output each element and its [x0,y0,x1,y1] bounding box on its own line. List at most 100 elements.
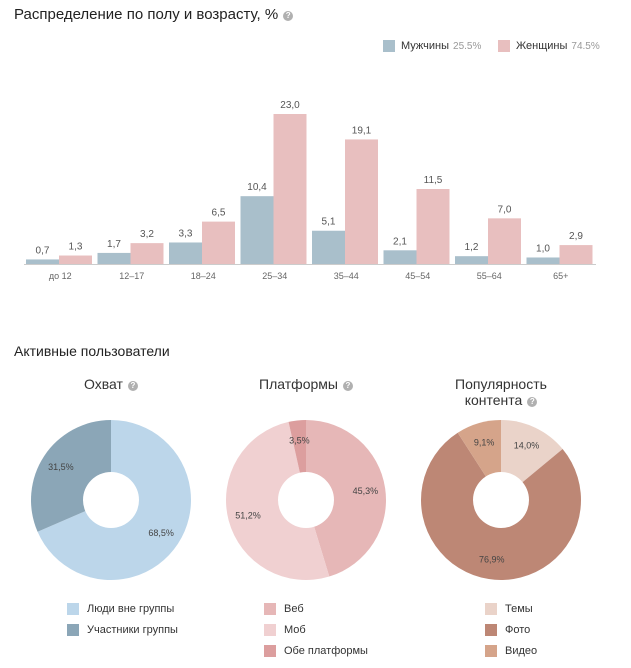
content-legend: Темы Фото Видео [485,603,537,657]
x-tick-label: 25–34 [262,271,287,281]
x-tick-label: 35–44 [334,271,359,281]
bar-men [526,257,560,264]
question-circle-icon[interactable]: ? [127,381,138,391]
x-tick-label: 65+ [553,271,568,281]
bar-value-label: 3,2 [140,229,154,240]
bar-women [488,218,521,264]
pie-slice-label: 3,5% [289,435,310,445]
platforms-title-text: Платформы [259,376,338,392]
x-tick-label: до 12 [49,271,72,281]
content-pie-chart: 14,0% 76,9% 9,1% [421,420,581,580]
pie-hole [83,472,139,528]
pie-hole [278,472,334,528]
x-tick-label: 12–17 [119,271,144,281]
legend-item[interactable]: Видео [485,645,537,657]
pie-slice-label: 9,1% [474,437,495,447]
legend-men-swatch [383,40,395,52]
legend-swatch [67,624,79,636]
page-title-text: Распределение по полу и возрасту, % [14,6,279,23]
legend-label: Участники группы [87,624,178,636]
legend-swatch [485,624,497,636]
legend-women-pct: 74.5% [571,40,600,52]
bar-value-label: 3,3 [179,228,193,239]
pie-slice-label: 31,5% [48,462,74,472]
bar-value-label: 2,1 [393,236,407,247]
platforms-legend: Веб Моб Обе платформы [264,603,368,657]
bar-value-label: 1,3 [69,242,83,253]
question-circle-icon[interactable]: ? [342,381,353,391]
bar-value-label: 5,1 [322,217,336,228]
bar-men [383,250,417,264]
legend-item[interactable]: Участники группы [67,624,178,636]
legend-label: Веб [284,603,304,615]
bar-value-label: 0,7 [36,245,50,256]
bar-women [345,139,378,264]
x-tick-label: 18–24 [191,271,216,281]
bar-men [169,242,202,264]
legend-label: Обе платформы [284,645,368,657]
question-circle-icon[interactable]: ? [283,11,294,21]
legend-item[interactable]: Люди вне группы [67,603,178,615]
bar-men [240,196,274,264]
bar-value-label: 1,2 [465,242,479,253]
reach-title-text: Охват [84,376,123,392]
legend-men-pct: 25.5% [453,40,482,52]
reach-legend: Люди вне группы Участники группы [67,603,178,636]
legend-item[interactable]: Фото [485,624,537,636]
content-title-line1: Популярность [455,376,547,392]
legend-item[interactable]: Обе платформы [264,645,368,657]
legend-swatch [264,645,276,657]
legend-men-label: Мужчины [401,40,450,52]
x-tick-label: 45–54 [405,271,430,281]
bar-men [97,252,131,264]
bar-women [130,243,164,264]
pie-slice [306,420,386,577]
pie-slice-label: 76,9% [479,554,505,564]
legend-women-swatch [498,40,510,52]
bar-value-label: 2,9 [569,231,583,242]
page-title: Распределение по полу и возрасту, %? [14,6,294,23]
bar-value-label: 1,0 [536,243,550,254]
bar-women [559,245,593,264]
age-gender-bar-chart: 0,7 1,3 до 12 1,7 3,2 12–17 3,3 6,5 18–24 10,4 23,… [24,100,596,281]
legend-swatch [485,603,497,615]
bar-men [455,256,488,264]
legend-label: Фото [505,624,531,636]
bar-value-label: 10,4 [247,182,267,193]
platforms-title: Платформы? [216,376,396,392]
legend-item[interactable]: Темы [485,603,537,615]
legend-label: Темы [505,603,533,615]
legend-swatch [264,603,276,615]
content-title: Популярность контента? [411,376,591,408]
legend-swatch [67,603,79,615]
pie-hole [473,472,529,528]
bar-value-label: 1,7 [107,239,121,250]
platforms-pie-chart: 45,3% 51,2% 3,5% [225,420,386,580]
legend-label: Видео [505,645,538,657]
bar-women [202,221,235,264]
legend-swatch [485,645,497,657]
pie-slice-label: 45,3% [353,486,379,496]
legend-item[interactable]: Веб [264,603,368,615]
legend-women-label: Женщины [516,40,568,52]
bar-men [312,230,345,264]
content-title-line2: контента [464,392,523,408]
legend-item[interactable]: Моб [264,624,368,636]
legend-label: Люди вне группы [87,603,175,615]
legend-label: Моб [284,624,306,636]
pie-slice-label: 14,0% [514,441,540,451]
bar-value-label: 6,5 [212,208,226,219]
section-title: Активные пользователи [14,343,170,359]
reach-title: Охват? [21,376,201,392]
pie-slice-label: 51,2% [235,510,261,520]
bar-value-label: 19,1 [352,125,372,136]
pie-slice-label: 68,5% [148,528,174,538]
bar-value-label: 23,0 [280,100,300,111]
legend-women[interactable]: Женщины 74.5% [498,40,600,52]
question-circle-icon[interactable]: ? [527,397,538,407]
legend-men[interactable]: Мужчины 25.5% [383,40,481,52]
bar-men [26,259,59,264]
bar-women [416,189,450,264]
reach-pie-chart: 68,5% 31,5% [30,420,192,580]
bar-value-label: 11,5 [424,175,443,186]
